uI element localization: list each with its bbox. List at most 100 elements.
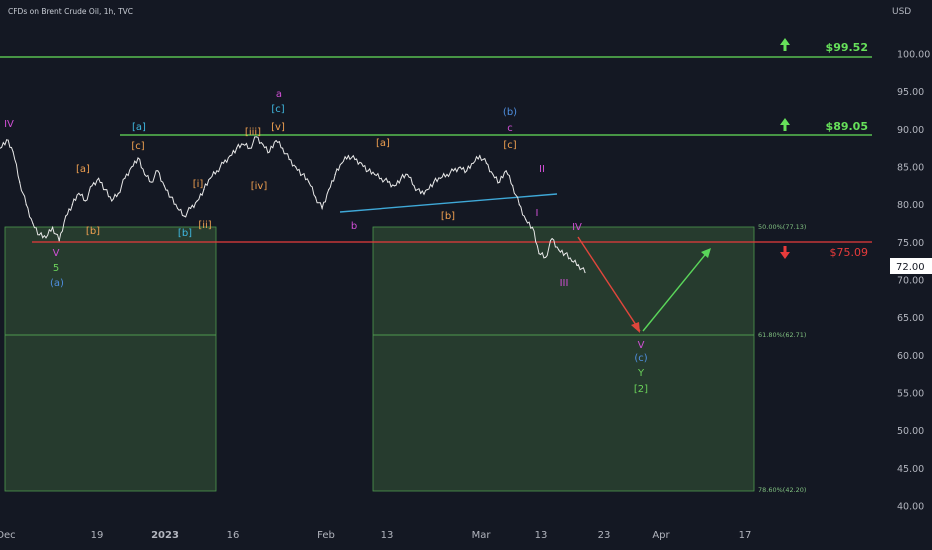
fib-78-6-label: 78.60%(42.20) xyxy=(758,486,806,494)
price-point xyxy=(84,200,86,202)
price-point xyxy=(525,219,527,221)
price-point xyxy=(111,200,113,202)
wave-b-orange-2: [b] xyxy=(441,211,455,222)
price-point xyxy=(485,162,487,164)
wave-c-orange-2: [c] xyxy=(503,140,516,151)
price-point xyxy=(360,162,363,164)
price-point xyxy=(104,189,106,191)
y-tick-label: 45.00 xyxy=(897,464,924,475)
level-75-09-label: $75.09 xyxy=(830,246,869,259)
wave-IV-right: IV xyxy=(572,222,582,233)
y-tick-label: 70.00 xyxy=(897,276,924,287)
price-point xyxy=(512,185,514,187)
wave-a-cyan: [a] xyxy=(132,122,146,133)
price-point xyxy=(380,177,382,179)
wave-ii-orange: [ii] xyxy=(198,220,211,231)
price-point xyxy=(52,226,54,228)
wave-b-trendline xyxy=(339,193,558,213)
price-point xyxy=(452,170,455,172)
y-tick-label: 80.00 xyxy=(897,200,924,211)
price-point xyxy=(584,271,586,274)
price-point xyxy=(551,238,553,240)
price-point xyxy=(479,155,481,157)
price-point xyxy=(157,170,159,172)
price-point xyxy=(229,155,231,157)
wave-c-orange-1: [c] xyxy=(131,141,144,152)
left-fib-zone xyxy=(4,226,217,492)
wave-II: II xyxy=(539,164,545,175)
price-point xyxy=(32,222,34,225)
price-point xyxy=(301,173,303,176)
x-tick-label: 13 xyxy=(381,530,394,541)
price-point xyxy=(124,177,126,179)
price-point xyxy=(321,207,323,209)
price-point xyxy=(242,143,244,145)
x-tick-label: 16 xyxy=(227,530,240,541)
price-point xyxy=(203,189,205,191)
price-point xyxy=(347,155,349,157)
wave-c-cyan: [c] xyxy=(271,104,284,115)
arrow-down-icon xyxy=(780,246,790,259)
price-point xyxy=(564,253,566,255)
x-tick-label: 13 xyxy=(535,530,548,541)
price-point xyxy=(499,181,501,183)
price-point xyxy=(288,158,290,161)
y-tick-label: 85.00 xyxy=(897,163,924,174)
wave-Y: Y xyxy=(637,368,645,379)
price-point xyxy=(505,170,507,172)
arrow-up-icon xyxy=(780,38,790,51)
fib-50-label: 50.00%(77.13) xyxy=(758,223,806,231)
price-point xyxy=(6,139,8,141)
price-point xyxy=(334,173,336,176)
price-series-line xyxy=(0,136,586,273)
price-point xyxy=(249,147,251,149)
price-point xyxy=(0,147,1,149)
price-point xyxy=(367,170,369,172)
price-point xyxy=(439,177,441,179)
wave-iii-orange: [iii] xyxy=(245,127,261,138)
wave-iv-orange: [iv] xyxy=(251,181,268,192)
price-point xyxy=(545,256,547,258)
price-point xyxy=(314,196,317,198)
y-tick-label: 60.00 xyxy=(897,351,924,362)
price-point xyxy=(78,192,80,194)
price-point xyxy=(91,185,93,187)
time-axis: Dec 19 2023 16 Feb 13 Mar 13 23 Apr 17 xyxy=(0,530,751,541)
wave-i-orange: [i] xyxy=(193,179,204,190)
price-point xyxy=(374,173,376,176)
wave-b-magenta: b xyxy=(351,221,357,232)
chart-title: CFDs on Brent Crude Oil, 1h, TVC xyxy=(8,7,133,16)
price-point xyxy=(328,189,330,191)
x-tick-label: 17 xyxy=(739,530,752,541)
price-point xyxy=(190,207,192,209)
price-point xyxy=(209,177,211,179)
current-price-label: 72.00 xyxy=(896,262,925,273)
price-point xyxy=(255,136,257,138)
wave-V-target: V xyxy=(638,340,645,351)
wave-b-blue: (b) xyxy=(503,107,517,118)
fib-61-8-label: 61.80%(62.71) xyxy=(758,331,806,339)
y-tick-label: 95.00 xyxy=(897,87,924,98)
wave-c-blue: (c) xyxy=(634,353,647,364)
price-point xyxy=(58,240,60,242)
x-tick-label: 23 xyxy=(598,530,611,541)
price-point xyxy=(25,204,27,206)
price-point xyxy=(216,170,218,172)
price-point xyxy=(472,162,474,164)
wave-v-orange: [v] xyxy=(271,122,285,133)
wave-a-magenta: a xyxy=(276,89,282,100)
price-point xyxy=(176,207,179,209)
x-tick-label: Apr xyxy=(652,530,670,541)
price-point xyxy=(150,181,152,183)
price-point xyxy=(236,147,238,149)
y-tick-label: 55.00 xyxy=(897,389,924,400)
price-point xyxy=(196,200,198,202)
y-tick-label: 50.00 xyxy=(897,426,924,437)
wave-2-green: [2] xyxy=(634,384,648,395)
price-point xyxy=(262,143,264,145)
y-tick-label: 100.00 xyxy=(897,50,930,61)
wave-III: III xyxy=(560,278,569,289)
price-point xyxy=(183,215,185,217)
price-point xyxy=(518,204,520,206)
